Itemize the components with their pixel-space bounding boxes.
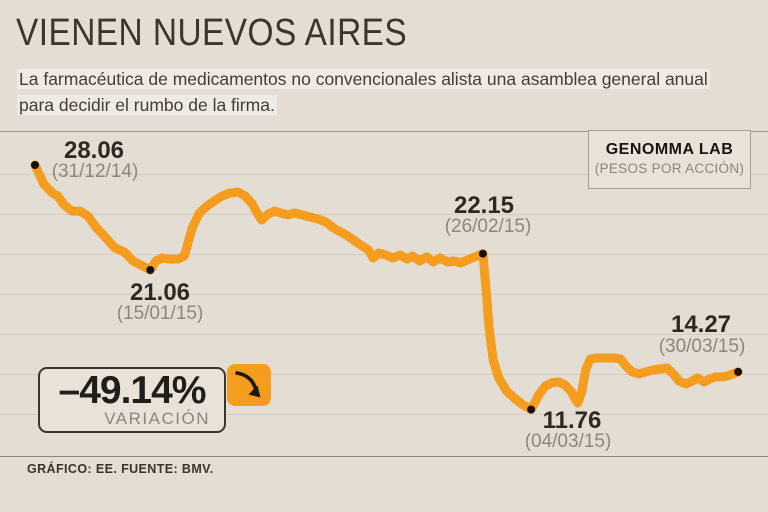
point-date-label: (04/03/15) (524, 431, 612, 452)
footer-divider (0, 456, 768, 457)
gridline (0, 294, 768, 295)
point-date-label: (26/02/15) (444, 216, 532, 237)
variation-label: VARIACIÓN (104, 409, 210, 428)
subtitle: La farmacéutica de medicamentos no conve… (17, 66, 710, 118)
point-value-label: 28.06 (63, 137, 125, 164)
legend-box: GENOMMA LAB (PESOS POR ACCIÓN) (588, 130, 751, 189)
point-value-label: 11.76 (542, 407, 602, 434)
point-value-label: 22.15 (453, 192, 515, 219)
subtitle-line-1: La farmacéutica de medicamentos no conve… (17, 69, 710, 89)
data-point-dot (527, 405, 536, 414)
gridline (0, 414, 768, 415)
point-date-label: (15/01/15) (116, 303, 204, 324)
legend-unit: (PESOS POR ACCIÓN) (594, 161, 745, 176)
variation-arrow-tile (227, 364, 271, 406)
point-date-label: (30/03/15) (658, 336, 746, 357)
point-value-label: 21.06 (129, 279, 191, 306)
subtitle-line-2: para decidir el rumbo de la firma. (17, 95, 277, 115)
legend-series-name: GENOMMA LAB (605, 141, 734, 158)
point-value-label: 14.27 (670, 311, 732, 338)
arrow-down-right-icon (235, 371, 261, 398)
variation-box: –49.14% VARIACIÓN (38, 367, 226, 433)
data-point-dot (734, 367, 743, 376)
page-title: VIENEN NUEVOS AIRES (16, 12, 408, 54)
gridline (0, 374, 768, 375)
point-date-label: (31/12/14) (51, 161, 139, 182)
data-point-dot (146, 266, 155, 274)
data-point-dot (478, 249, 487, 258)
footer-credit: GRÁFICO: EE. FUENTE: BMV. (27, 462, 214, 476)
gridline (0, 174, 768, 175)
price-line (30, 160, 743, 414)
data-point-dot (31, 161, 39, 169)
variation-value: –49.14% (58, 369, 207, 412)
gridline (0, 334, 768, 335)
gridline (0, 214, 768, 215)
header-divider (0, 131, 768, 132)
